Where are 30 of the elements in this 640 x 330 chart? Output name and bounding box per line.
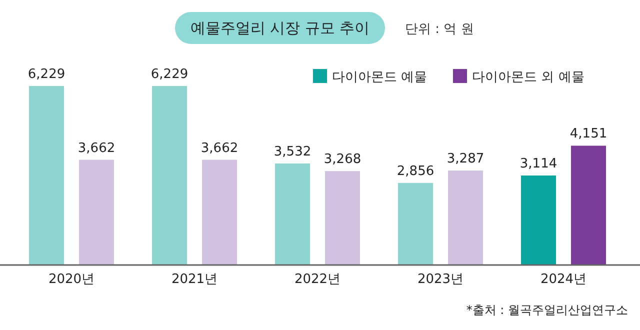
x-tick-label: 2023년 — [417, 272, 464, 287]
data-label: 3,662 — [78, 140, 116, 156]
data-label: 3,532 — [274, 144, 312, 160]
bar — [202, 160, 237, 265]
x-tick-label: 2024년 — [540, 272, 587, 287]
data-label: 3,114 — [520, 156, 558, 172]
legend-label: 다이아몬드 외 예물 — [472, 70, 584, 85]
x-tick-label: 2022년 — [294, 272, 341, 287]
chart-title: 예물주얼리 시장 규모 추이 — [190, 19, 370, 37]
data-label: 2,856 — [396, 164, 434, 179]
data-label: 3,287 — [446, 152, 484, 167]
x-tick-label: 2021년 — [171, 272, 218, 287]
chart-subtitle: 단위 : 억 원 — [405, 22, 474, 37]
data-label: 6,229 — [150, 67, 188, 82]
bar — [29, 86, 64, 265]
text: *출처 : 월곡주얼리산업연구소 — [466, 303, 628, 317]
bar — [325, 171, 360, 265]
bar — [571, 146, 606, 265]
data-label: 3,268 — [324, 152, 362, 168]
bar — [275, 164, 310, 265]
bar — [152, 86, 187, 265]
bar — [79, 160, 114, 265]
legend-label: 다이아몬드 예물 — [332, 70, 428, 85]
data-label: 6,229 — [28, 67, 66, 82]
bar — [521, 176, 556, 265]
bar — [398, 182, 433, 265]
data-label: 3,662 — [200, 140, 238, 156]
data-label: 4,151 — [570, 126, 608, 142]
x-tick-label: 2020년 — [48, 272, 95, 287]
bar — [448, 170, 483, 265]
